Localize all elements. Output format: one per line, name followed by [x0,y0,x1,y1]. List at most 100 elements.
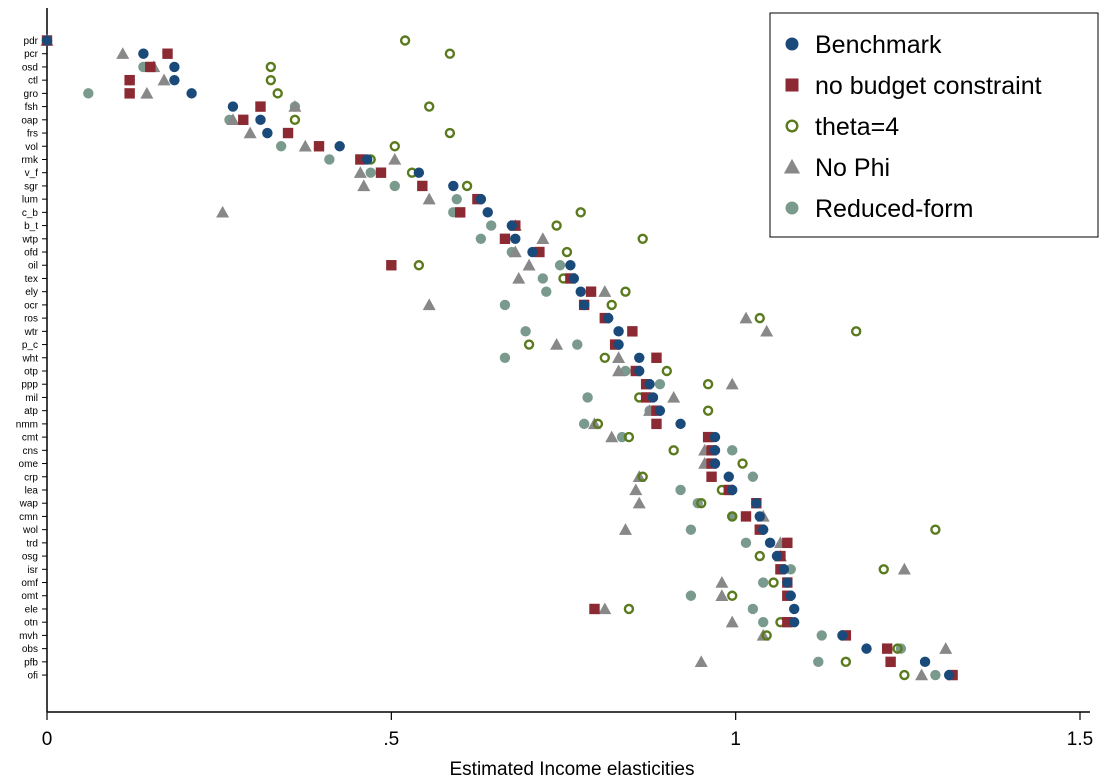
data-point [313,141,325,152]
data-point [747,471,759,482]
data-point [685,524,697,535]
y-tick-label-wtr: wtr [24,327,39,338]
y-tick-label-ros: ros [24,314,38,325]
data-point [324,154,335,165]
data-point [592,418,604,430]
y-tick-label-ele: ele [25,604,39,615]
data-point [644,379,655,390]
y-tick-label-tex: tex [25,274,38,285]
y-tick-label-ely: ely [25,287,38,298]
data-point [861,643,872,654]
data-point [782,577,793,588]
data-point [572,339,583,350]
data-point [782,616,793,628]
data-marks [40,34,958,681]
data-point [455,207,466,218]
data-point [627,326,638,337]
data-point [386,260,397,271]
data-point [785,590,796,601]
data-point [685,590,697,601]
data-point [668,445,679,456]
data-point [585,286,597,297]
data-point [605,430,619,443]
data-point [813,656,824,668]
y-tick-label-omf: omf [21,578,38,589]
legend: Benchmark no budget constraint theta=4 No P… [769,12,1099,238]
y-tick-label-nmm: nmm [16,419,38,430]
data-point [654,405,666,416]
data-point [124,74,135,86]
y-tick-label-ome: ome [19,459,39,470]
data-point [768,577,779,588]
data-point [424,101,435,112]
y-tick-label-otn: otn [24,618,38,629]
data-point [265,61,277,73]
y-tick-label-oap: oap [21,115,38,126]
data-point [365,167,376,178]
data-point [837,630,848,641]
data-point [561,246,573,258]
data-point [892,643,903,654]
data-point [157,73,171,86]
data-point [289,114,301,126]
x-tick-label: 0 [42,729,53,750]
data-point [618,523,632,535]
data-point [634,352,645,363]
data-point [598,285,612,297]
y-tick-label-ofi: ofi [27,671,38,682]
data-point [740,511,752,522]
data-point [654,379,666,390]
y-tick-label-vol: vol [25,142,38,153]
data-point [288,100,302,112]
data-point [709,431,721,443]
data-point [138,48,149,59]
data-point [598,602,612,615]
data-point [140,86,154,99]
data-point [885,656,896,668]
y-tick-label-ocr: ocr [24,300,39,311]
y-tick-label-lea: lea [25,485,39,496]
y-tick-label-wht: wht [21,353,38,364]
data-point [226,113,240,126]
data-point [758,524,769,535]
data-point [623,603,635,615]
data-point [737,458,748,469]
data-point [506,220,518,231]
data-point [816,630,827,641]
data-point [334,141,345,152]
y-tick-label-gro: gro [24,89,39,100]
data-point [444,48,456,59]
y-tick-label-crp: crp [24,472,38,483]
data-point [632,496,646,509]
y-tick-label-pfb: pfb [24,657,38,668]
data-point [771,550,783,562]
data-point [612,351,626,363]
data-point [145,61,156,73]
data-point [764,537,776,549]
data-point [512,271,526,284]
data-point [520,326,531,337]
data-point [727,484,738,496]
data-point [751,498,762,509]
data-point [554,260,566,271]
data-point [298,139,312,152]
data-point [606,299,617,311]
data-point [637,233,648,245]
data-point [550,338,564,350]
data-point [702,379,714,390]
data-point [727,590,738,601]
data-point [508,245,522,258]
data-point [227,101,239,112]
data-point [551,220,562,231]
data-point [758,616,769,628]
y-tick-label-wtp: wtp [21,234,38,245]
data-point [754,550,765,562]
data-point [375,167,387,178]
data-point [760,324,774,337]
data-point [413,260,425,271]
y-tick-label-wol: wol [22,525,38,536]
y-tick-label-pcr: pcr [24,49,39,60]
data-point [499,233,511,244]
series-theta-4 [265,35,941,681]
